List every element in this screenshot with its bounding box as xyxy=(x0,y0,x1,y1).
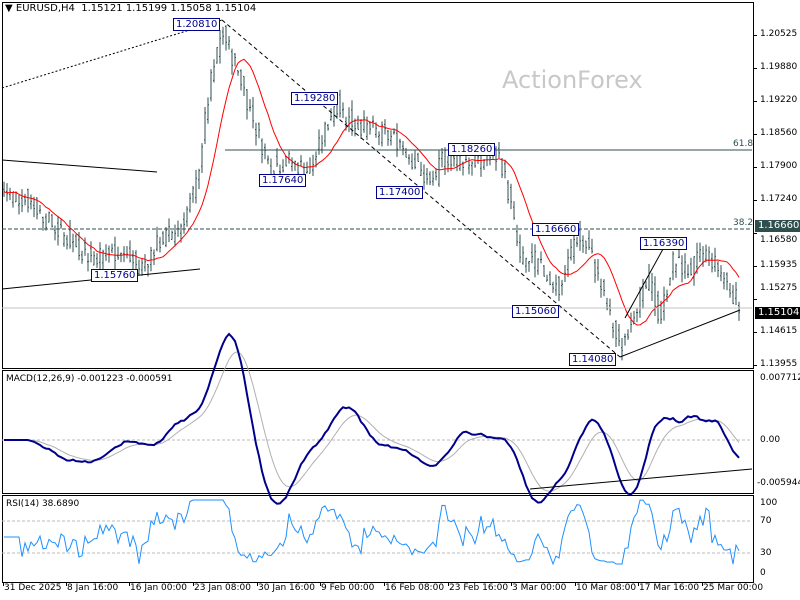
collapse-triangle-icon[interactable]: ▼ xyxy=(5,3,13,14)
price-axis-label: 1.17900 xyxy=(760,161,798,171)
swing-price-label: 1.17400 xyxy=(376,186,424,199)
swing-price-label: 1.15060 xyxy=(512,305,560,318)
swing-price-label: 1.18260 xyxy=(448,143,496,156)
close-price: 1.15104 xyxy=(214,3,257,14)
symbol: EURUSD,H4 xyxy=(15,3,75,14)
time-axis-label: 23 Jan 08:00 xyxy=(194,583,251,593)
swing-price-label: 1.19280 xyxy=(291,92,339,105)
macd-line xyxy=(4,332,740,505)
macd-signal-line xyxy=(4,351,740,492)
time-axis-label: 25 Mar 00:00 xyxy=(703,583,764,593)
macd-trendline xyxy=(529,468,753,490)
time-axis-label: 17 Mar 16:00 xyxy=(639,583,700,593)
rsi-axis-30: 30 xyxy=(760,548,772,558)
fib-38-2-label: 38.2 xyxy=(733,218,754,228)
swing-price-label: 1.16390 xyxy=(640,237,688,250)
trendline xyxy=(1,159,158,173)
trendline xyxy=(624,239,669,319)
price-axis-label: 1.18560 xyxy=(760,128,798,138)
price-axis-label: 1.20525 xyxy=(760,29,798,39)
level-price-tag: 1.16660 xyxy=(755,220,800,232)
rsi-axis-0: 0 xyxy=(760,568,766,578)
price-axis-label: 1.17240 xyxy=(760,194,798,204)
time-axis-label: 30 Jan 16:00 xyxy=(258,583,315,593)
swing-price-label: 1.14080 xyxy=(569,353,617,366)
chart-header: ▼ EURUSD,H4 1.15121 1.15199 1.15058 1.15… xyxy=(5,3,256,15)
time-axis-label: 31 Dec 2025 xyxy=(4,583,62,593)
price-axis-label: 1.19220 xyxy=(760,95,798,105)
macd-axis-min: -0.005944 xyxy=(757,478,800,488)
rsi-axis-100: 100 xyxy=(760,498,778,508)
low-price: 1.15058 xyxy=(170,3,212,14)
macd-axis-max: 0.007712 xyxy=(760,373,800,383)
price-axis-label: 1.19880 xyxy=(760,62,798,72)
time-axis-label: 23 Feb 16:00 xyxy=(449,583,509,593)
price-axis-label: 1.15935 xyxy=(760,260,798,270)
watermark: ActionForex xyxy=(502,66,643,94)
current-price-tag: 1.15104 xyxy=(755,307,800,319)
rsi-pane[interactable] xyxy=(2,495,754,583)
trendline xyxy=(619,309,741,358)
time-axis-label: 10 Mar 08:00 xyxy=(576,583,637,593)
rsi-axis-70: 70 xyxy=(760,516,772,526)
time-axis-label: 9 Feb 00:00 xyxy=(321,583,375,593)
swing-price-label: 1.20810 xyxy=(173,18,221,31)
time-axis-label: 3 Mar 00:00 xyxy=(512,583,567,593)
price-axis-label: 1.15275 xyxy=(760,283,798,293)
price-axis-label: 1.16580 xyxy=(760,235,798,245)
time-axis-label: 8 Jan 16:00 xyxy=(67,583,119,593)
price-axis-label: 1.14615 xyxy=(760,326,798,336)
moving-average-line xyxy=(3,58,740,326)
rsi-title: RSI(14) 38.6890 xyxy=(6,499,80,509)
swing-price-label: 1.17640 xyxy=(259,174,307,187)
rsi-line xyxy=(4,499,740,566)
swing-price-label: 1.15760 xyxy=(91,269,139,282)
macd-title: MACD(12,26,9) -0.001223 -0.000591 xyxy=(6,374,173,384)
high-price: 1.15199 xyxy=(125,3,168,14)
swing-price-label: 1.16660 xyxy=(532,223,580,236)
time-axis-label: 16 Feb 08:00 xyxy=(385,583,445,593)
open-price: 1.15121 xyxy=(81,3,123,14)
fib-61-8-label: 61.8 xyxy=(733,139,754,149)
price-axis-label: 1.13955 xyxy=(760,359,798,369)
time-axis-label: 16 Jan 00:00 xyxy=(130,583,187,593)
macd-axis-zero: 0.00 xyxy=(760,435,781,445)
